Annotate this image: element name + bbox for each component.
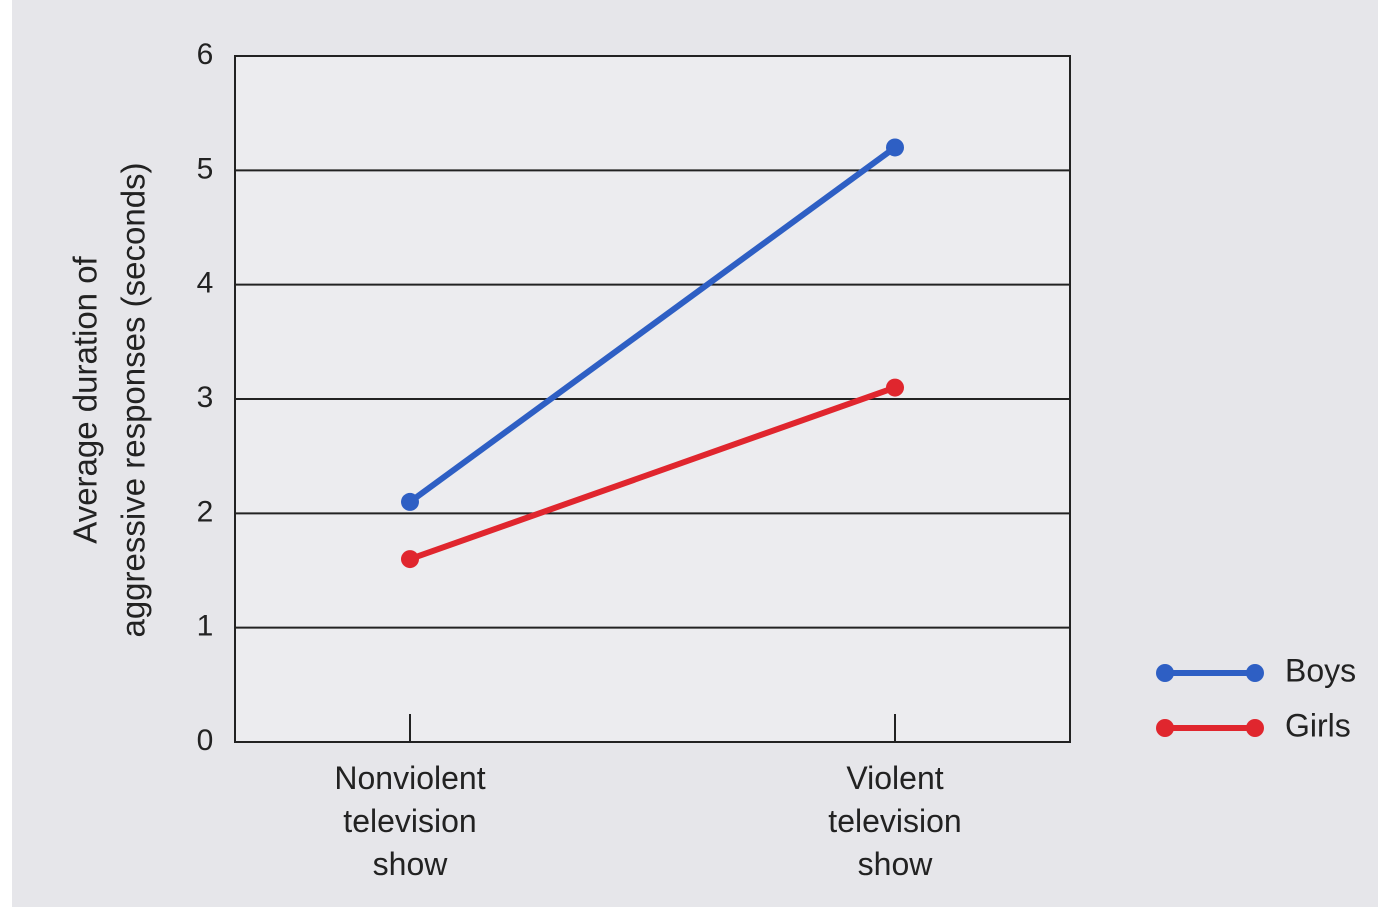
legend-label: Boys (1285, 652, 1356, 688)
legend-dot (1156, 719, 1174, 737)
y-tick-label: 0 (197, 724, 214, 757)
legend-dot (1246, 664, 1264, 682)
legend-label: Girls (1285, 707, 1351, 743)
x-tick-label: Nonviolent television show (334, 760, 486, 882)
data-point (401, 492, 419, 511)
legend-dot (1156, 664, 1174, 682)
data-point (401, 550, 419, 569)
data-point (886, 378, 904, 397)
y-tick-label: 1 (197, 610, 214, 643)
y-tick-label: 5 (197, 152, 214, 185)
series-line (408, 145, 897, 505)
series-line (408, 384, 897, 562)
legend-dot (1246, 719, 1264, 737)
x-tick-label: Violent television show (828, 760, 962, 882)
y-axis-label: aggressive responses (seconds) (115, 162, 152, 637)
y-tick-label: 2 (197, 495, 214, 528)
y-tick-label: 6 (197, 38, 214, 71)
y-axis-label: Average duration of (67, 255, 104, 543)
data-point (886, 138, 904, 157)
y-tick-label: 3 (197, 381, 214, 414)
y-tick-label: 4 (197, 267, 214, 300)
